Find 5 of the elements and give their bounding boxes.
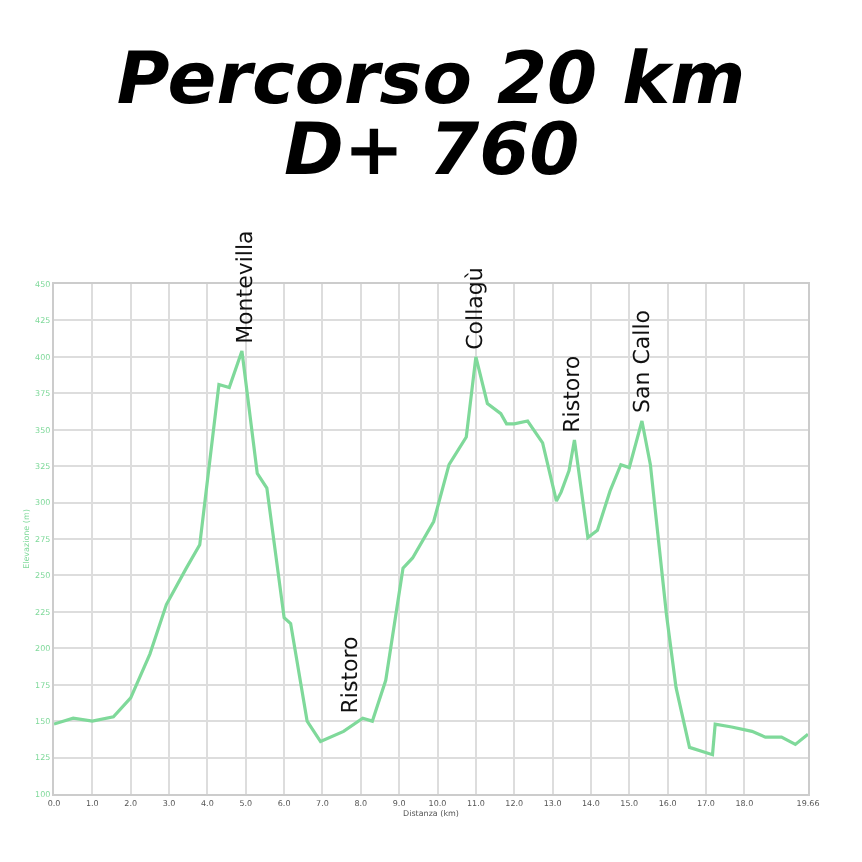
annotation: San Callo xyxy=(628,309,655,413)
annotation: Ristoro xyxy=(558,355,585,433)
annotation: Montevilla xyxy=(231,230,258,344)
annotation: Ristoro xyxy=(337,635,364,714)
annotation: Collagù xyxy=(462,267,489,350)
